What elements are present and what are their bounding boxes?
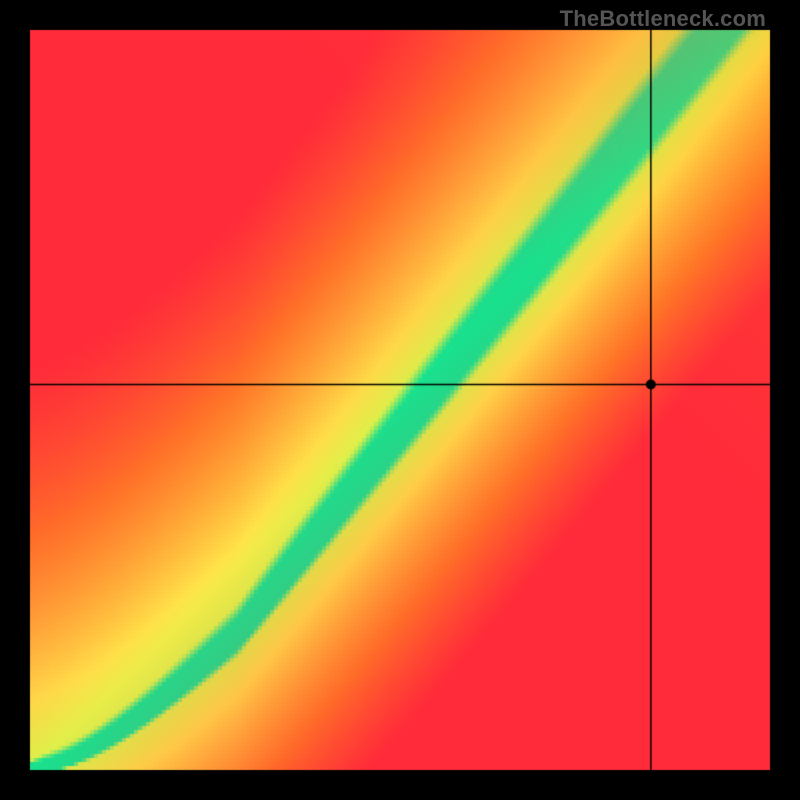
chart-container: TheBottleneck.com [0,0,800,800]
bottleneck-heatmap-canvas [0,0,800,800]
attribution-label: TheBottleneck.com [560,6,766,32]
